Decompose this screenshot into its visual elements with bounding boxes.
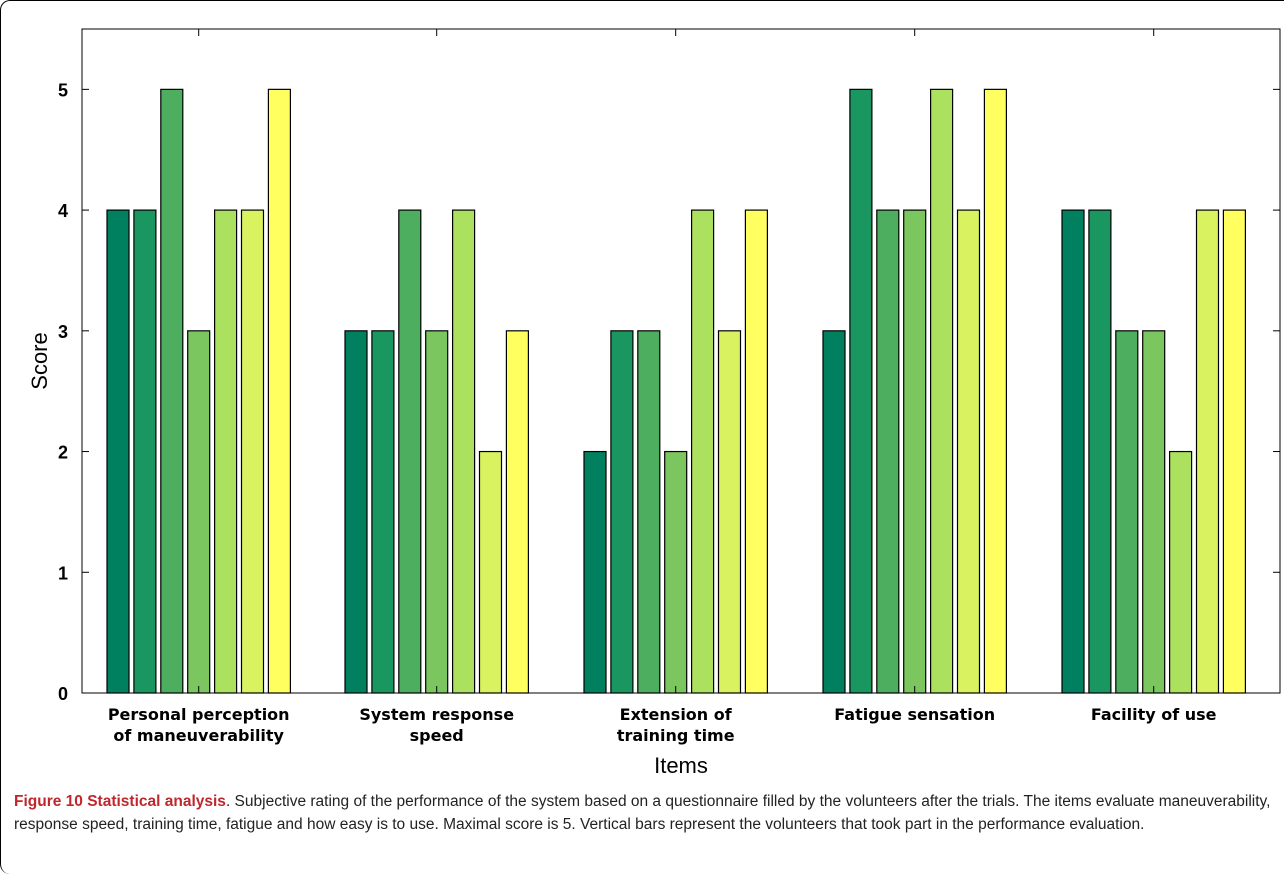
- bar: [849, 88, 873, 694]
- bar: [187, 330, 211, 694]
- bar: [214, 209, 238, 694]
- bar: [1222, 209, 1247, 694]
- bar: [106, 209, 130, 694]
- bar: [717, 330, 742, 694]
- bar: [903, 209, 927, 694]
- bar: [876, 209, 900, 694]
- bar: [1168, 450, 1193, 694]
- bar: [637, 330, 661, 694]
- x-category-label: Personal perception: [108, 705, 290, 724]
- y-tick-label: 1: [58, 563, 68, 583]
- y-tick-label: 2: [58, 443, 68, 463]
- x-axis-title: Items: [654, 753, 708, 778]
- figure-caption-title: Figure 10 Statistical analysis: [14, 793, 226, 810]
- figure-caption-text: . Subjective rating of the performance o…: [14, 793, 1271, 833]
- bar: [1142, 330, 1166, 694]
- bar: [664, 450, 688, 694]
- bar: [983, 88, 1008, 694]
- bar: [929, 88, 954, 694]
- bar: [956, 209, 981, 694]
- bar: [425, 330, 449, 694]
- bar: [240, 209, 265, 694]
- bar: [1115, 330, 1139, 694]
- bar: [505, 330, 529, 694]
- y-axis-title: Score: [27, 332, 52, 389]
- y-tick-label: 4: [58, 201, 68, 221]
- bar: [1088, 209, 1112, 694]
- bar: [344, 330, 368, 694]
- bar: [478, 450, 503, 694]
- bar: [610, 330, 634, 694]
- bar: [160, 88, 184, 694]
- bar: [744, 209, 769, 694]
- bar: [822, 330, 846, 694]
- x-category-label: Fatigue sensation: [834, 705, 995, 724]
- y-tick-label: 3: [58, 322, 68, 342]
- bar: [1195, 209, 1220, 694]
- bar: [267, 88, 291, 694]
- bar: [452, 209, 476, 694]
- x-category-label: Facility of use: [1091, 705, 1217, 724]
- x-category-label: System response: [359, 705, 514, 724]
- bar: [1061, 209, 1085, 694]
- y-tick-label: 0: [58, 684, 68, 704]
- x-category-label: Extension of: [620, 705, 733, 724]
- x-category-label: of maneuverability: [113, 726, 284, 745]
- bar: [583, 450, 607, 694]
- bar: [690, 209, 715, 694]
- bar-chart: 0 1 2 3 4 5 Personal perception of maneuverabil…: [27, 28, 1281, 778]
- x-category-label: training time: [617, 726, 735, 745]
- bar: [133, 209, 157, 694]
- bar: [398, 209, 422, 694]
- x-category-label: speed: [410, 726, 464, 745]
- y-tick-label: 5: [58, 80, 68, 100]
- figure-caption: Figure 10 Statistical analysis. Subjecti…: [14, 790, 1276, 836]
- bar: [371, 330, 395, 694]
